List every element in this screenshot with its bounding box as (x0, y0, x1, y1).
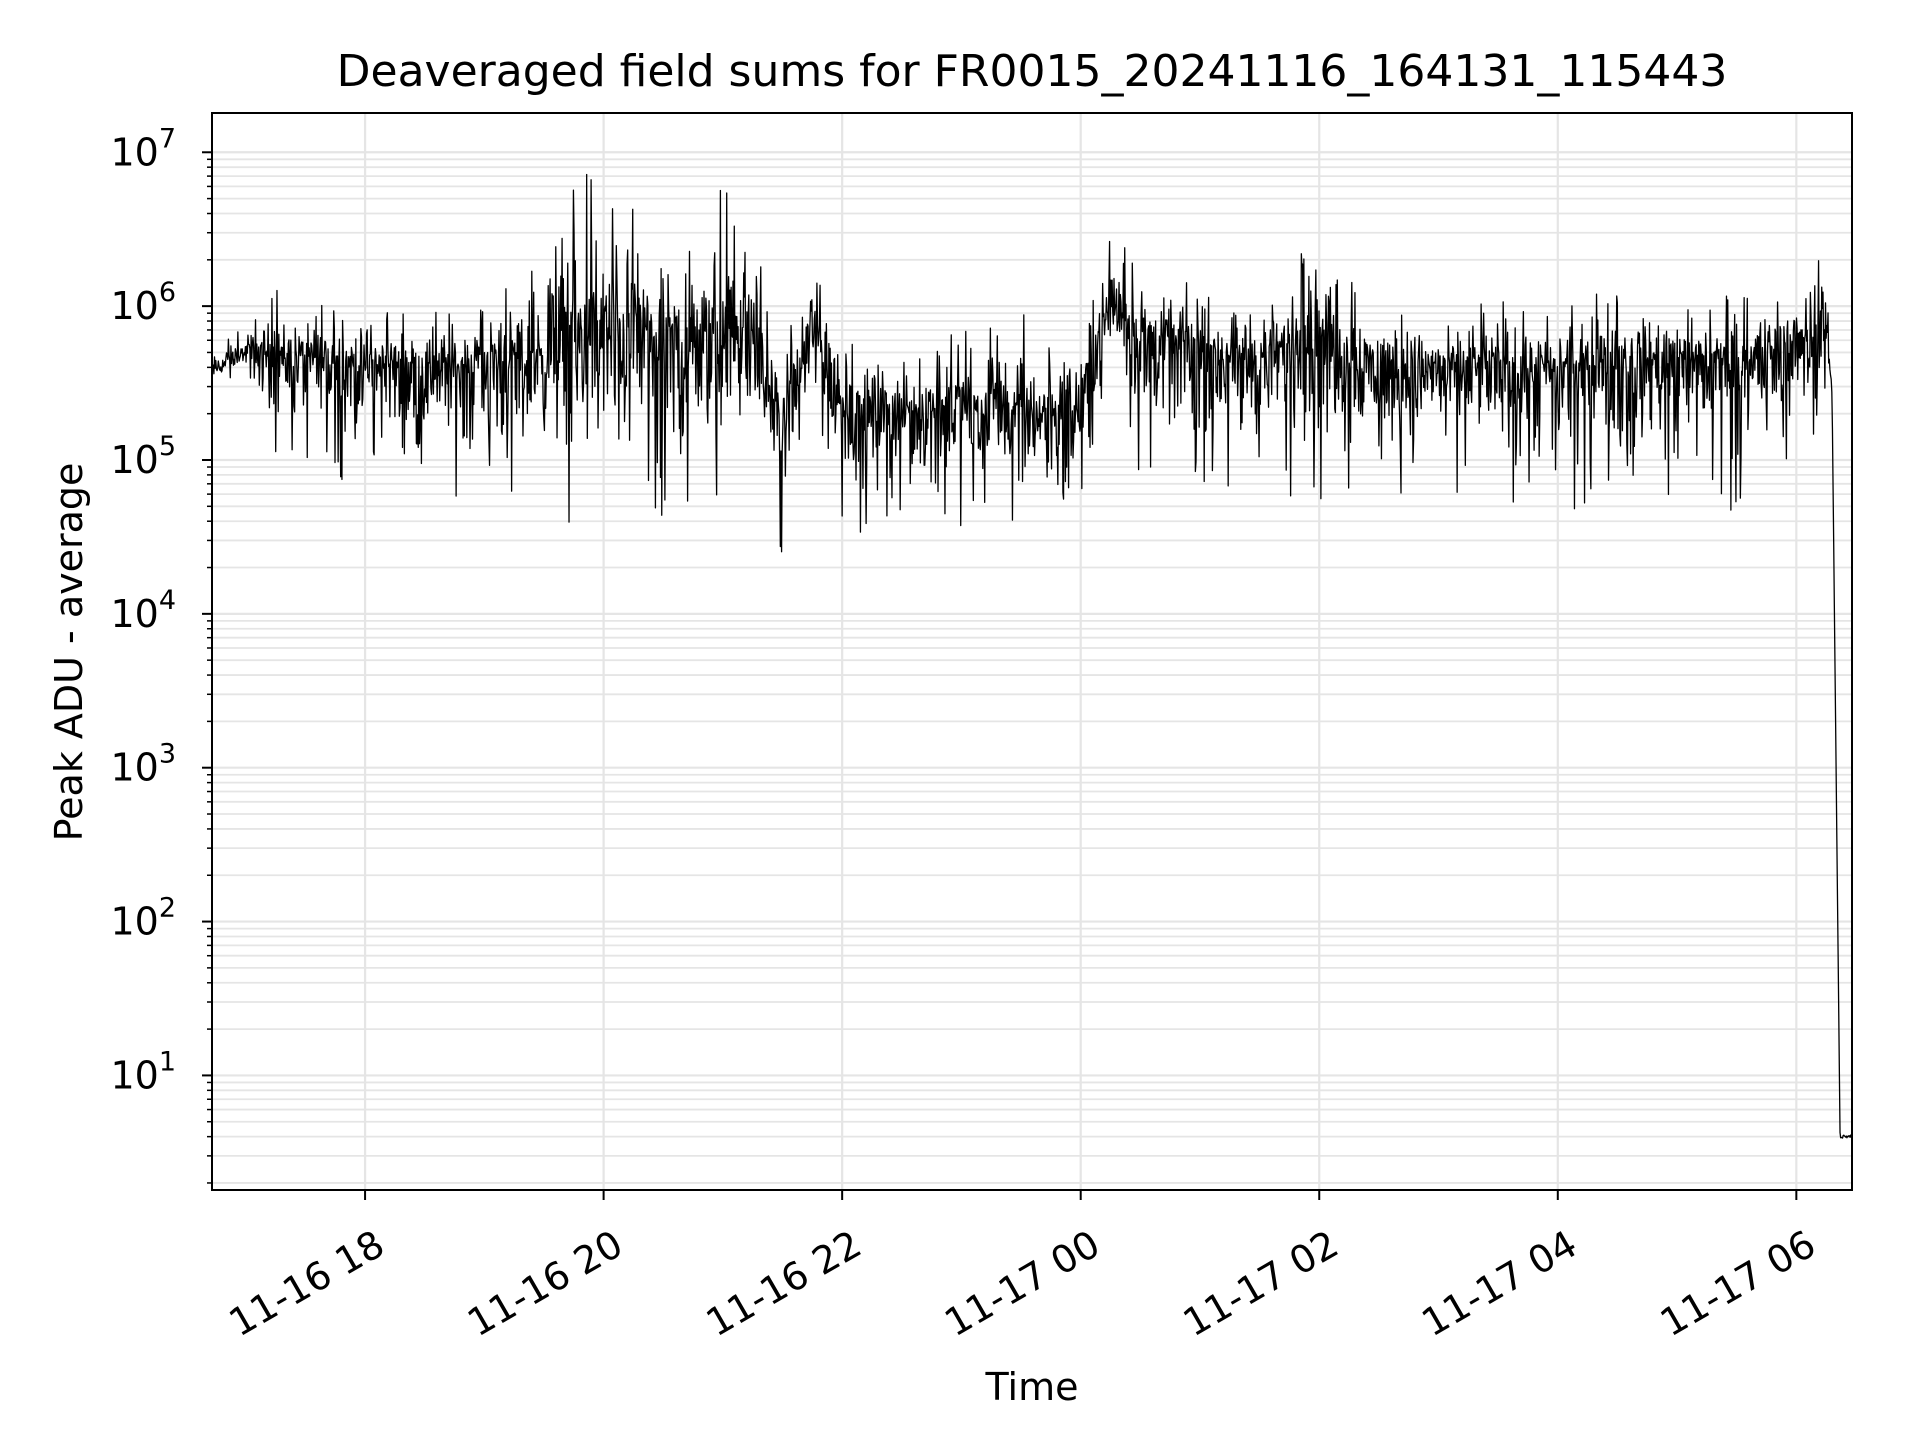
y-tick-label: 104 (110, 585, 176, 636)
plot-frame (211, 112, 1853, 1191)
y-axis-label: Peak ADU - average (47, 463, 91, 842)
y-tick-label: 107 (110, 123, 176, 174)
plot-area (212, 113, 1852, 1190)
chart-title: Deaveraged field sums for FR0015_2024111… (337, 46, 1728, 97)
y-tick-label: 105 (110, 431, 176, 482)
series-line (211, 173, 1853, 1139)
x-axis-label: Time (985, 1365, 1079, 1409)
data-layer (211, 173, 1853, 1139)
y-tick-label: 103 (110, 739, 176, 790)
y-tick-label: 106 (110, 277, 176, 328)
y-tick-label: 102 (110, 893, 176, 944)
y-tick-label: 101 (110, 1046, 176, 1097)
grid-layer (212, 113, 1852, 1190)
